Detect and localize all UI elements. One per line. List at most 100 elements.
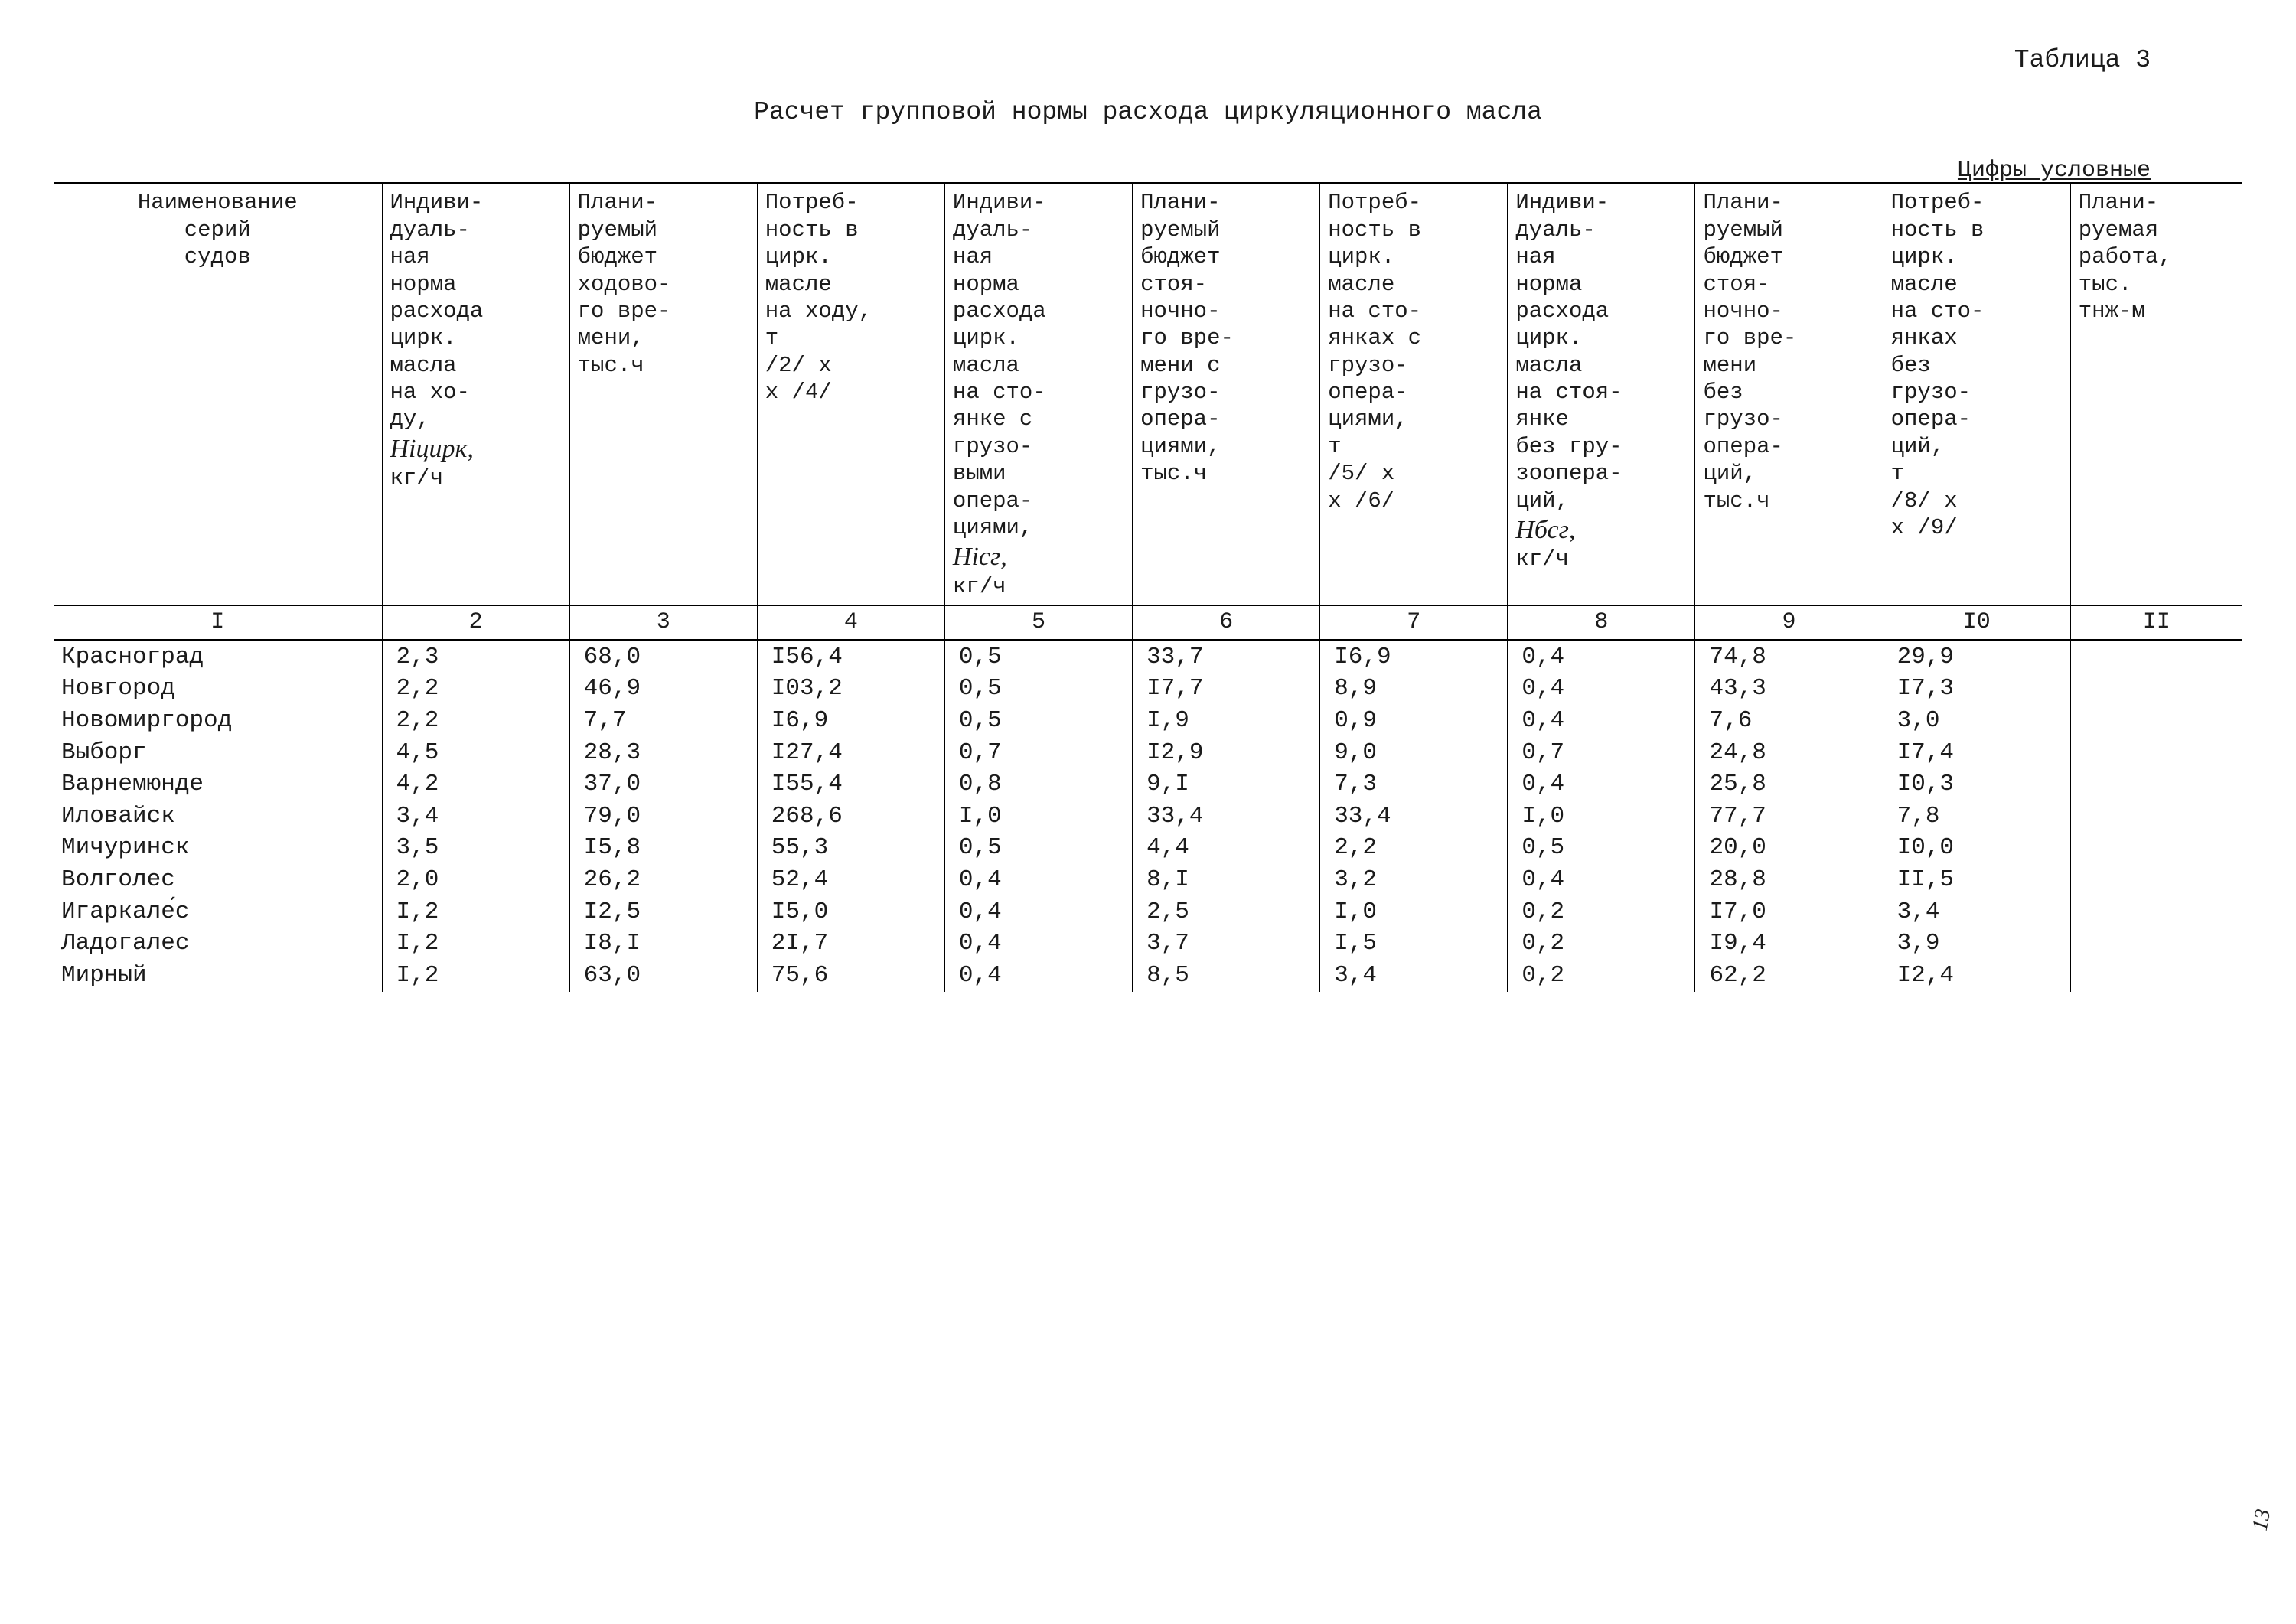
data-cell: 8,5 xyxy=(1133,960,1320,992)
ship-series-name: Новомиргород xyxy=(54,705,382,737)
data-cell: I0,3 xyxy=(1883,768,2070,801)
data-cell: 77,7 xyxy=(1695,801,1883,833)
header-script: Hiцирк, xyxy=(390,435,474,463)
data-cell: 2,2 xyxy=(1320,832,1508,864)
header-script: Hбсг, xyxy=(1515,516,1575,544)
data-cell: 24,8 xyxy=(1695,737,1883,769)
data-cell: 3,0 xyxy=(1883,705,2070,737)
data-cell: I,0 xyxy=(1320,896,1508,928)
data-cell: 8,9 xyxy=(1320,673,1508,705)
table-label: Таблица 3 xyxy=(54,46,2242,75)
ship-series-name: Ладогалес xyxy=(54,928,382,960)
ship-series-name: Иловайск xyxy=(54,801,382,833)
header-script: Hiсг, xyxy=(953,543,1007,571)
data-cell: 0,4 xyxy=(944,896,1132,928)
data-cell: 8,I xyxy=(1133,864,1320,896)
data-cell: 0,4 xyxy=(1508,864,1695,896)
data-cell: 79,0 xyxy=(569,801,757,833)
data-cell: I,2 xyxy=(382,896,569,928)
ship-series-name: Красноград xyxy=(54,640,382,673)
data-cell: 0,4 xyxy=(944,928,1132,960)
data-cell: I55,4 xyxy=(757,768,944,801)
header-text-tail: кг/ч xyxy=(1515,546,1569,572)
header-text: Плани- руемый бюджет стоя- ночно- го вре… xyxy=(1140,190,1234,486)
ship-series-name: Варнемюнде xyxy=(54,768,382,801)
ship-series-name: Мичуринск xyxy=(54,832,382,864)
data-cell: I,2 xyxy=(382,928,569,960)
colnum: 7 xyxy=(1320,605,1508,640)
header-col-11: Плани- руемая работа, тыс. тнж-м xyxy=(2070,184,2242,605)
circulation-oil-table: Наименование серий судов Индиви- дуаль- … xyxy=(54,182,2242,991)
data-cell xyxy=(2070,832,2242,864)
header-text: Наименование серий судов xyxy=(138,189,298,270)
data-cell: 0,5 xyxy=(1508,832,1695,864)
table-body: Красноград2,368,0I56,40,533,7I6,90,474,8… xyxy=(54,640,2242,992)
data-cell: 26,2 xyxy=(569,864,757,896)
data-cell: I2,5 xyxy=(569,896,757,928)
data-cell: 0,8 xyxy=(944,768,1132,801)
data-cell: 0,4 xyxy=(944,864,1132,896)
data-cell: 2I,7 xyxy=(757,928,944,960)
data-cell: I7,3 xyxy=(1883,673,2070,705)
data-cell: I2,4 xyxy=(1883,960,2070,992)
data-cell: 0,4 xyxy=(1508,673,1695,705)
colnum: I xyxy=(54,605,382,640)
header-col-1: Наименование серий судов xyxy=(54,184,382,605)
table-row: Выборг4,528,3I27,40,7I2,99,00,724,8I7,4 xyxy=(54,737,2242,769)
data-cell: 37,0 xyxy=(569,768,757,801)
data-cell: 28,8 xyxy=(1695,864,1883,896)
header-text-tail: кг/ч xyxy=(390,465,444,491)
data-cell xyxy=(2070,928,2242,960)
data-cell: I,9 xyxy=(1133,705,1320,737)
table-row: ЛадогалесI,2I8,I2I,70,43,7I,50,2I9,43,9 xyxy=(54,928,2242,960)
data-cell xyxy=(2070,640,2242,673)
header-text: Плани- руемая работа, тыс. тнж-м xyxy=(2079,190,2172,324)
header-col-10: Потреб- ность в цирк. масле на сто- янка… xyxy=(1883,184,2070,605)
data-cell: 0,4 xyxy=(1508,640,1695,673)
table-row: МирныйI,263,075,60,48,53,40,262,2I2,4 xyxy=(54,960,2242,992)
data-cell: 3,7 xyxy=(1133,928,1320,960)
data-cell: 9,I xyxy=(1133,768,1320,801)
data-cell: 0,4 xyxy=(944,960,1132,992)
data-cell: 33,4 xyxy=(1320,801,1508,833)
data-cell: I,5 xyxy=(1320,928,1508,960)
data-cell: 52,4 xyxy=(757,864,944,896)
data-cell: 4,5 xyxy=(382,737,569,769)
data-cell: I,2 xyxy=(382,960,569,992)
data-cell xyxy=(2070,801,2242,833)
data-cell xyxy=(2070,864,2242,896)
data-cell: 46,9 xyxy=(569,673,757,705)
data-cell: I,0 xyxy=(944,801,1132,833)
data-cell: 0,2 xyxy=(1508,896,1695,928)
data-cell: I6,9 xyxy=(757,705,944,737)
data-cell: 62,2 xyxy=(1695,960,1883,992)
data-cell: 2,3 xyxy=(382,640,569,673)
page-title: Расчет групповой нормы расхода циркуляци… xyxy=(54,98,2242,127)
header-col-4: Потреб- ность в цирк. масле на ходу, т /… xyxy=(757,184,944,605)
data-cell: I9,4 xyxy=(1695,928,1883,960)
header-text-tail: кг/ч xyxy=(953,574,1006,599)
note-conditional-figures: Цифры условные xyxy=(54,158,2242,184)
data-cell: 63,0 xyxy=(569,960,757,992)
data-cell xyxy=(2070,737,2242,769)
colnum: II xyxy=(2070,605,2242,640)
data-cell: I27,4 xyxy=(757,737,944,769)
data-cell: 268,6 xyxy=(757,801,944,833)
data-cell: 4,2 xyxy=(382,768,569,801)
data-cell: 3,2 xyxy=(1320,864,1508,896)
data-cell: 3,4 xyxy=(1320,960,1508,992)
data-cell: I03,2 xyxy=(757,673,944,705)
data-cell: I0,0 xyxy=(1883,832,2070,864)
ship-series-name: Волголес xyxy=(54,864,382,896)
data-cell: 74,8 xyxy=(1695,640,1883,673)
table-row: Новомиргород2,27,7I6,90,5I,90,90,47,63,0 xyxy=(54,705,2242,737)
data-cell: 0,2 xyxy=(1508,960,1695,992)
data-cell: 68,0 xyxy=(569,640,757,673)
colnum: 2 xyxy=(382,605,569,640)
colnum: 9 xyxy=(1695,605,1883,640)
data-cell xyxy=(2070,896,2242,928)
data-cell: 7,3 xyxy=(1320,768,1508,801)
column-number-row: I 2 3 4 5 6 7 8 9 I0 II xyxy=(54,605,2242,640)
colnum: I0 xyxy=(1883,605,2070,640)
data-cell: 3,5 xyxy=(382,832,569,864)
